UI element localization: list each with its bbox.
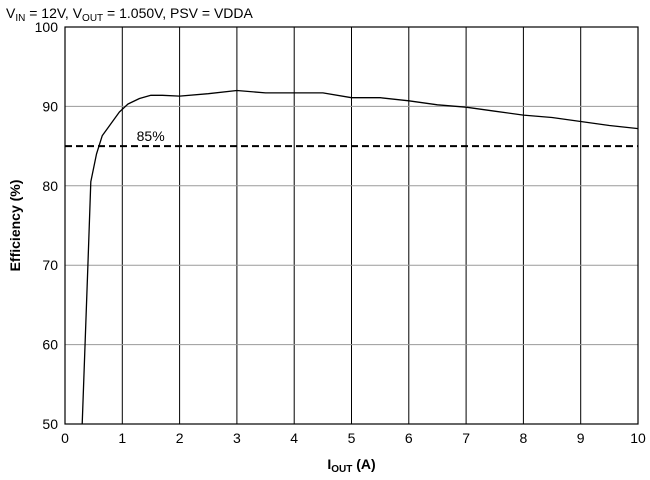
y-axis-title: Efficiency (%)	[7, 180, 23, 272]
chart-title: VIN = 12V, VOUT = 1.050V, PSV = VDDA	[6, 5, 254, 24]
x-tick-label: 1	[118, 430, 126, 446]
y-tick-label: 100	[35, 19, 59, 35]
tick-labels: 0 1 2 3 4 5 6 7 8 9 10 50 60 70 80 90 100	[35, 19, 646, 446]
x-tick-label: 5	[348, 430, 356, 446]
grid	[65, 27, 638, 424]
y-tick-label: 50	[42, 416, 58, 432]
x-tick-label: 9	[577, 430, 585, 446]
plot-frame	[64, 26, 639, 425]
x-tick-label: 3	[233, 430, 241, 446]
x-tick-label: 7	[462, 430, 470, 446]
y-tick-label: 60	[42, 337, 58, 353]
y-tick-label: 70	[42, 257, 58, 273]
y-tick-label: 90	[42, 98, 58, 114]
x-tick-label: 0	[61, 430, 69, 446]
y-tick-label: 80	[42, 178, 58, 194]
reference-line-label: 85%	[137, 128, 165, 144]
x-tick-label: 8	[520, 430, 528, 446]
x-tick-label: 10	[630, 430, 646, 446]
x-axis-title: IOUT (A)	[327, 456, 375, 475]
efficiency-series-line	[81, 89, 639, 425]
x-tick-label: 4	[290, 430, 298, 446]
series-group	[81, 89, 639, 425]
x-tick-label: 6	[405, 430, 413, 446]
x-tick-label: 2	[176, 430, 184, 446]
